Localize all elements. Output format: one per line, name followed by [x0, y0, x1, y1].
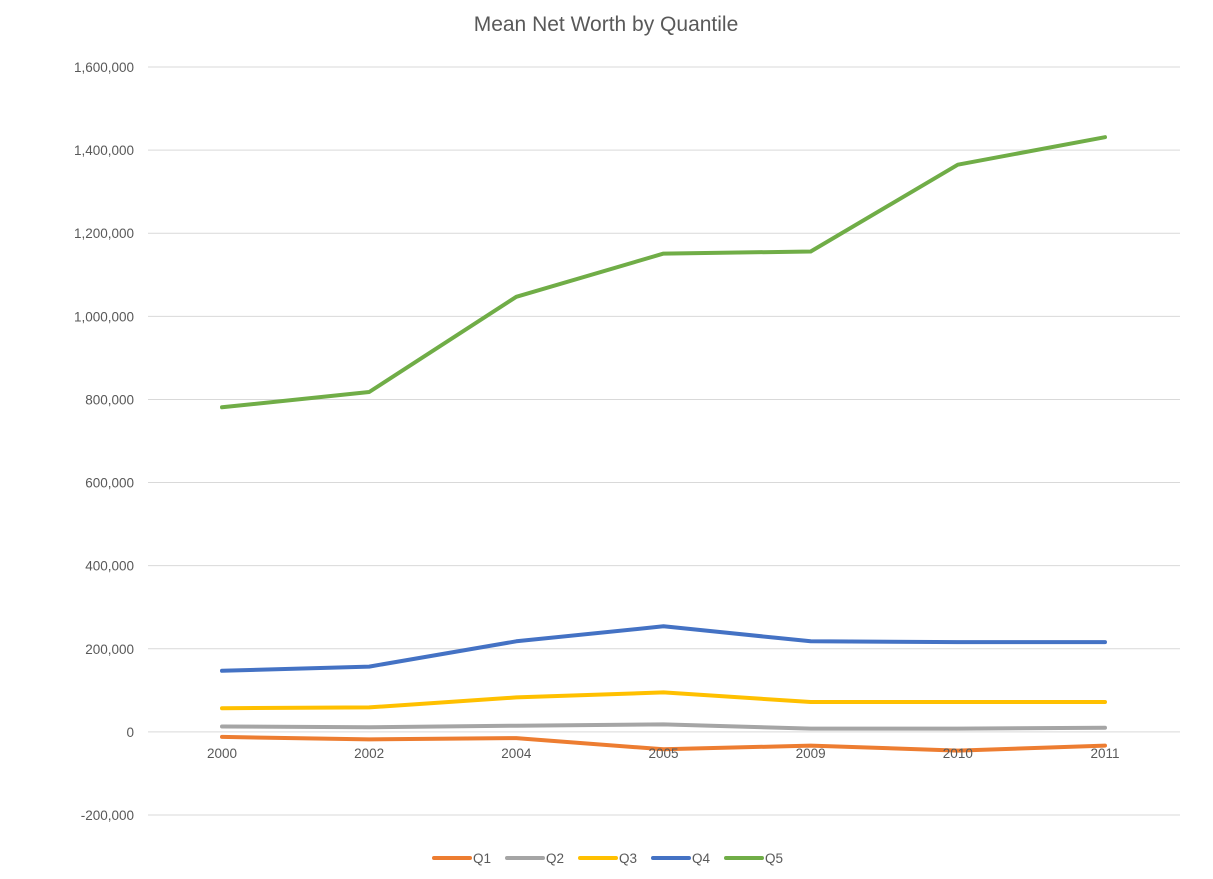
legend-label-q4: Q4 — [692, 851, 711, 866]
legend-label-q1: Q1 — [473, 851, 491, 866]
y-tick-label: 1,600,000 — [74, 60, 134, 75]
gridlines — [148, 66, 1180, 816]
x-tick-label: 2011 — [1090, 746, 1119, 761]
x-tick-label: 2000 — [207, 746, 237, 761]
series-line-q1 — [220, 734, 1107, 753]
x-tick-label: 2002 — [354, 746, 384, 761]
y-tick-label: 400,000 — [85, 559, 134, 574]
y-tick-label: 1,000,000 — [74, 309, 134, 324]
legend-label-q5: Q5 — [765, 851, 783, 866]
legend: Q1 Q2 Q3 Q4 Q5 — [432, 851, 783, 866]
x-tick-label: 2010 — [943, 746, 973, 761]
x-tick-label: 2004 — [501, 746, 532, 761]
x-tick-label: 2005 — [648, 746, 678, 761]
y-tick-label: 200,000 — [85, 642, 134, 657]
legend-label-q3: Q3 — [619, 851, 637, 866]
y-tick-label: 0 — [126, 725, 134, 740]
series-line-q4 — [220, 624, 1107, 673]
series-line-q3 — [220, 690, 1107, 711]
x-axis-tick-labels: 2000 2002 2004 2005 2009 2010 2011 — [207, 746, 1120, 761]
y-tick-label: -200,000 — [81, 808, 134, 823]
y-tick-label: 600,000 — [85, 476, 134, 491]
y-axis-tick-labels: -200,000 0 200,000 400,000 600,000 800,000 1,0… — [74, 60, 134, 823]
x-tick-label: 2009 — [796, 746, 826, 761]
y-tick-label: 1,400,000 — [74, 143, 134, 158]
legend-label-q2: Q2 — [546, 851, 564, 866]
y-tick-label: 800,000 — [85, 392, 134, 407]
series-line-q2 — [220, 722, 1107, 731]
chart-title: Mean Net Worth by Quantile — [474, 13, 739, 36]
series-line-q5 — [220, 135, 1107, 410]
y-tick-label: 1,200,000 — [74, 226, 134, 241]
series-lines — [220, 135, 1107, 753]
